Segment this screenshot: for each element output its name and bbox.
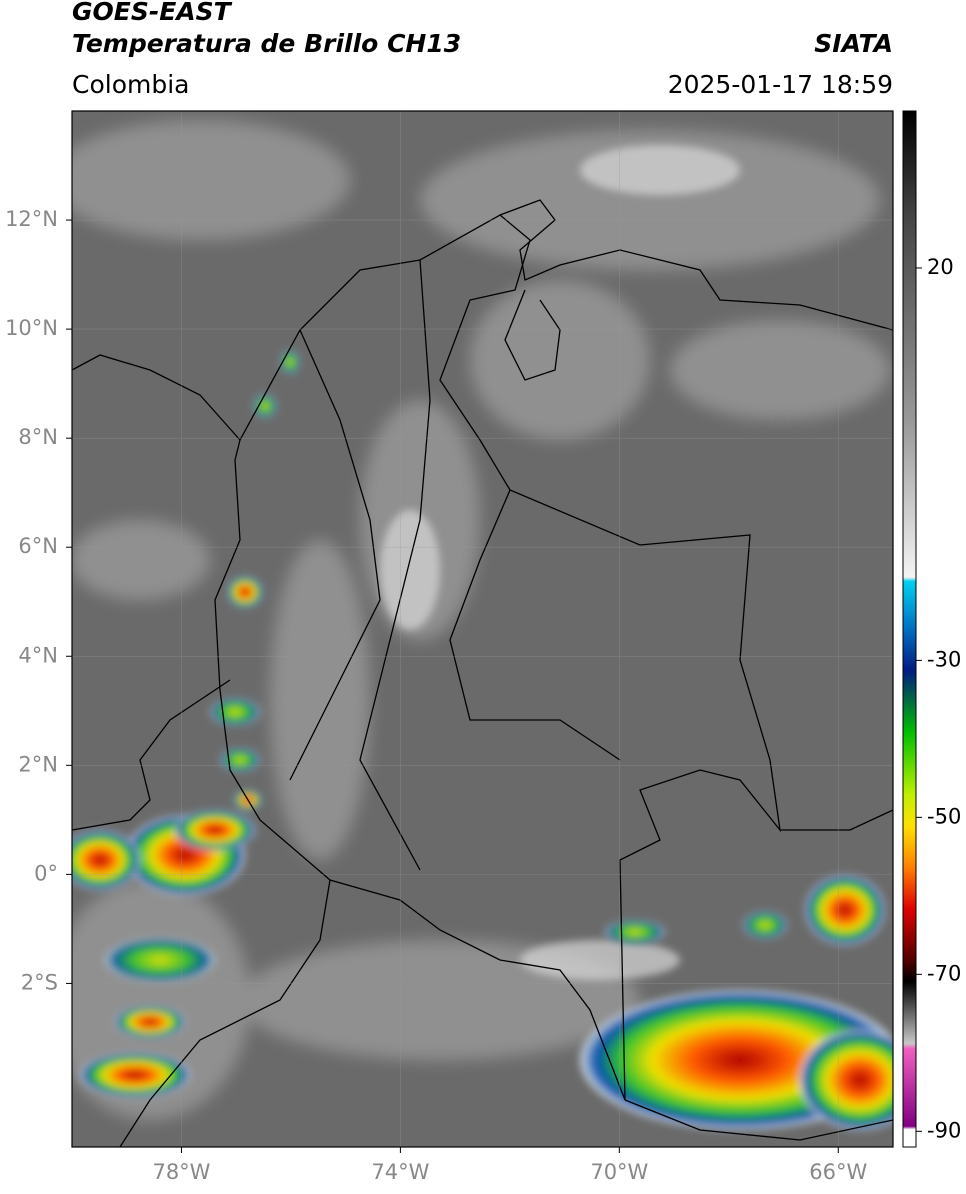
graticule	[72, 111, 893, 1147]
y-tick-label: 8°N	[18, 425, 58, 449]
x-tick-label: 70°W	[590, 1160, 648, 1184]
x-tick-label: 78°W	[152, 1160, 210, 1184]
colorbar-label: -90	[927, 1118, 961, 1142]
y-tick-label: 12°N	[5, 207, 58, 231]
x-tick-label: 74°W	[371, 1160, 429, 1184]
y-tick-label: 6°N	[18, 534, 58, 558]
x-tick-label: 66°W	[809, 1160, 867, 1184]
colorbar	[902, 110, 917, 1148]
colorbar-label: -70	[927, 961, 961, 985]
y-tick-label: 10°N	[5, 316, 58, 340]
satellite: GOES-EAST	[72, 0, 233, 26]
product: Temperatura de Brillo CH13	[72, 29, 461, 58]
source: SIATA	[814, 29, 893, 58]
y-tick-label: 2°N	[18, 752, 58, 776]
region: Colombia	[72, 70, 189, 99]
y-tick-label: 2°S	[21, 970, 58, 994]
colorbar-label: -30	[927, 647, 961, 671]
y-tick-label: 4°N	[18, 643, 58, 667]
y-tick-label: 0°	[34, 861, 58, 885]
datetime: 2025-01-17 18:59	[668, 70, 893, 99]
map-frame	[71, 110, 894, 1148]
satellite-image	[72, 111, 893, 1147]
colorbar-label: -50	[927, 804, 961, 828]
colorbar-label: 20	[927, 255, 954, 279]
